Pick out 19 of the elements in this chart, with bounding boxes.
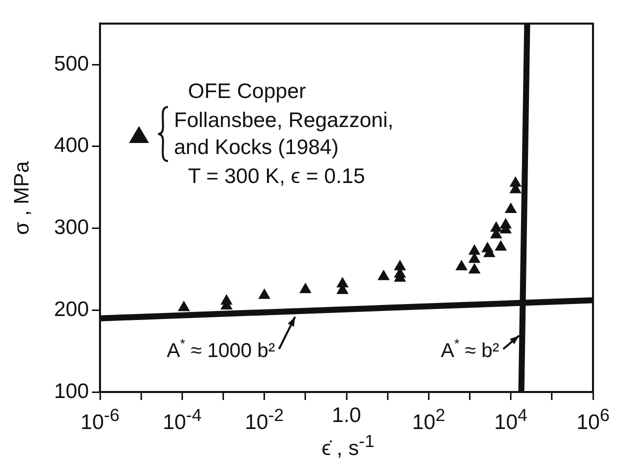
x-axis-title: ϵ̇ , s$^{-1}$ xyxy=(322,430,374,462)
x-tick-label: 10$^{4}$ xyxy=(494,404,528,436)
y-tick-label: 300 xyxy=(54,216,89,240)
y-tick-label: 100 xyxy=(54,380,89,403)
x-tick-label: 10$^{-2}$ xyxy=(244,404,284,436)
y-tick-label: 200 xyxy=(54,298,89,321)
x-tick-label: 1.0 xyxy=(332,403,362,429)
annotation: T = 300 K, ϵ = 0.15 xyxy=(187,164,366,190)
x-tick-label: 10$^{2}$ xyxy=(412,404,446,436)
y-tick-label: 500 xyxy=(54,52,89,76)
annotation: A* ≈ 1000 b² xyxy=(166,336,276,362)
y-axis-title: σ , MPa xyxy=(10,161,34,235)
annotation: A* ≈ b² xyxy=(440,336,500,362)
y-tick-label: 400 xyxy=(54,134,89,158)
x-tick-label: 10$^{6}$ xyxy=(576,404,610,436)
legend-label: Follansbee, Regazzoni, and Kocks (1984) xyxy=(174,108,394,161)
x-tick-label: 10$^{-6}$ xyxy=(80,404,120,436)
annotation: OFE Copper xyxy=(187,79,307,105)
x-tick-label: 10$^{-4}$ xyxy=(162,404,202,436)
